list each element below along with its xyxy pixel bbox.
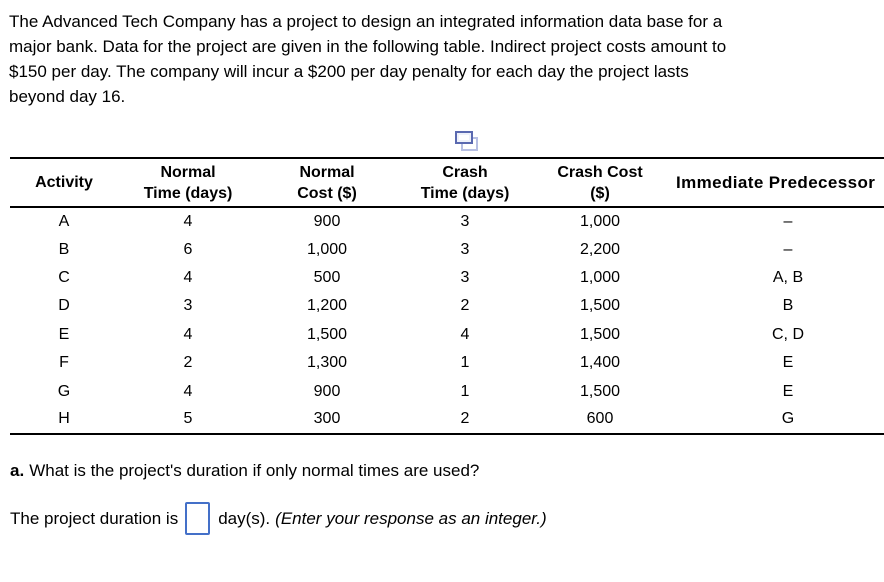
- cell-activity: B: [58, 240, 70, 258]
- table-row: G 4 900 1 1,500 E: [10, 377, 884, 405]
- cell-normal-time: 4: [183, 325, 193, 343]
- answer-note: (Enter your response as an integer.): [275, 508, 547, 528]
- cell-crash-cost: 2,200: [579, 240, 621, 258]
- table-row: D 3 1,200 2 1,500 B: [10, 292, 884, 320]
- cell-predecessors: E: [782, 382, 794, 400]
- header-activity: Activity: [35, 174, 93, 191]
- cell-activity: A: [58, 212, 70, 230]
- cell-crash-time: 2: [460, 410, 470, 428]
- cell-normal-time: 3: [183, 297, 193, 315]
- cell-normal-cost: 1,000: [306, 240, 348, 258]
- table-row: B 6 1,000 3 2,200 –: [10, 235, 884, 263]
- popout-table-icon[interactable]: [455, 131, 479, 152]
- question-label: a.: [10, 461, 25, 480]
- duration-input[interactable]: [185, 502, 211, 535]
- cell-predecessors: A, B: [772, 268, 804, 286]
- cell-crash-cost: 1,500: [579, 297, 621, 315]
- cell-normal-cost: 300: [313, 410, 341, 428]
- header-immediate-predecessor: Immediate Predecessor: [676, 173, 876, 192]
- cell-crash-cost: 1,500: [579, 382, 621, 400]
- cell-activity: E: [58, 325, 70, 343]
- cell-crash-time: 3: [460, 212, 470, 230]
- popout-table-icon-front: [455, 131, 473, 144]
- cell-activity: G: [57, 382, 71, 400]
- table-row: E 4 1,500 4 1,500 C, D: [10, 321, 884, 349]
- header-normal-time: Normal Time (days): [143, 163, 233, 202]
- cell-normal-cost: 900: [313, 382, 341, 400]
- cell-normal-cost: 1,200: [306, 297, 348, 315]
- header-crash-cost: Crash Cost ($): [557, 163, 643, 202]
- cell-crash-time: 2: [460, 297, 470, 315]
- problem-line: major bank. Data for the project are giv…: [9, 37, 727, 56]
- cell-activity: H: [58, 410, 70, 428]
- header-crash-time: Crash Time (days): [420, 163, 510, 202]
- question-a: a. What is the project's duration if only…: [10, 461, 479, 481]
- cell-normal-cost: 1,300: [306, 354, 348, 372]
- cell-crash-cost: 1,000: [579, 268, 621, 286]
- problem-statement: The Advanced Tech Company has a project …: [9, 9, 875, 109]
- table-row: F 2 1,300 1 1,400 E: [10, 349, 884, 377]
- cell-normal-time: 4: [183, 212, 193, 230]
- problem-line: beyond day 16.: [9, 87, 126, 106]
- cell-predecessors: –: [783, 212, 793, 230]
- cell-predecessors: C, D: [772, 325, 804, 343]
- question-text: What is the project's duration if only n…: [29, 461, 480, 480]
- cell-predecessors: B: [782, 297, 794, 315]
- cell-crash-time: 3: [460, 240, 470, 258]
- table-row: H 5 300 2 600 G: [10, 406, 884, 435]
- cell-crash-time: 1: [460, 382, 470, 400]
- table-row: C 4 500 3 1,000 A, B: [10, 264, 884, 292]
- cell-normal-time: 5: [183, 410, 193, 428]
- problem-line: $150 per day. The company will incur a $…: [9, 62, 689, 81]
- cell-activity: D: [58, 297, 70, 315]
- cell-predecessors: –: [783, 240, 793, 258]
- data-table-container: Activity Normal Time (days) Normal Cost ($…: [10, 157, 884, 442]
- cell-normal-time: 4: [183, 268, 193, 286]
- cell-crash-time: 4: [460, 325, 470, 343]
- cell-crash-cost: 600: [586, 410, 614, 428]
- cell-normal-time: 6: [183, 240, 193, 258]
- cell-predecessors: E: [782, 354, 794, 372]
- cell-crash-cost: 1,500: [579, 325, 621, 343]
- cell-normal-cost: 500: [313, 268, 341, 286]
- answer-suffix: day(s).: [218, 508, 271, 528]
- cell-crash-time: 3: [460, 268, 470, 286]
- table-row: A 4 900 3 1,000 –: [10, 207, 884, 235]
- header-normal-cost: Normal Cost ($): [297, 163, 357, 202]
- table-header-row: Activity Normal Time (days) Normal Cost ($…: [10, 158, 884, 207]
- cell-normal-cost: 900: [313, 212, 341, 230]
- data-table: Activity Normal Time (days) Normal Cost ($…: [10, 157, 884, 435]
- cell-crash-cost: 1,400: [579, 354, 621, 372]
- cell-crash-cost: 1,000: [579, 212, 621, 230]
- cell-activity: F: [59, 354, 69, 372]
- cell-normal-time: 2: [183, 354, 193, 372]
- cell-crash-time: 1: [460, 354, 470, 372]
- cell-activity: C: [58, 268, 70, 286]
- cell-normal-cost: 1,500: [306, 325, 348, 343]
- cell-predecessors: G: [781, 410, 795, 428]
- cell-normal-time: 4: [183, 382, 193, 400]
- answer-prefix: The project duration is: [10, 508, 179, 528]
- problem-line: The Advanced Tech Company has a project …: [9, 12, 723, 31]
- answer-row: The project duration is day(s). (Enter y…: [10, 502, 547, 535]
- table-body: A 4 900 3 1,000 – B 6 1,000 3 2,200 – C 4 500 3 1,000 A, …: [10, 207, 884, 435]
